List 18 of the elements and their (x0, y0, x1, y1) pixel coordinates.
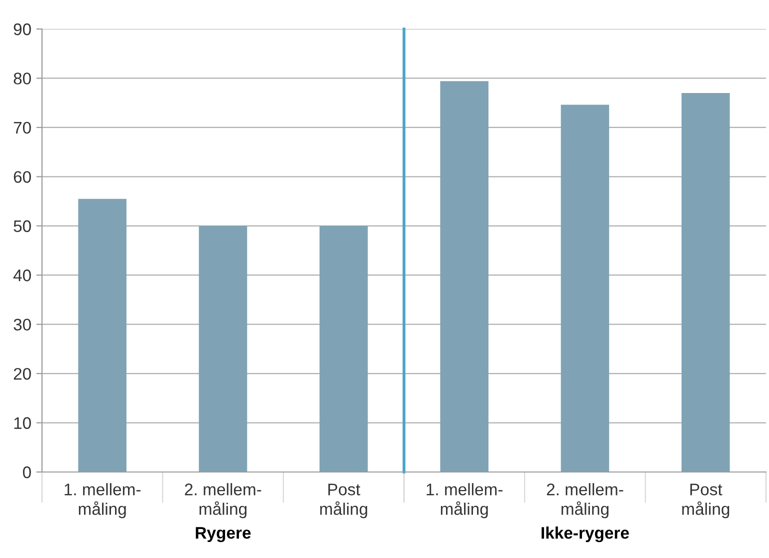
y-tick-label: 70 (14, 122, 31, 134)
x-tick-label: Post måling (682, 484, 730, 518)
x-axis-title: Ikke-rygere (542, 526, 629, 542)
x-tick-label: 1. mellem- måling (64, 483, 140, 518)
y-tick-label: 0 (22, 466, 31, 478)
y-tick-label: 50 (14, 220, 31, 232)
y-tick-label: 80 (14, 72, 31, 84)
x-tick-label: 1. mellem- måling (426, 483, 502, 518)
y-tick-label: 40 (13, 270, 31, 282)
x-axis-title: Rygere (196, 527, 251, 542)
y-tick-label: 30 (14, 318, 31, 331)
x-tick-label: 2. mellem- måling (546, 483, 624, 518)
y-tick-label: 10 (14, 417, 31, 429)
x-tick-label: 2. mellem- måling (184, 483, 262, 518)
y-tick-label: 60 (14, 171, 31, 183)
y-tick-label: 20 (14, 368, 31, 380)
x-tick-label: Post måling (320, 484, 368, 518)
y-tick-label: 90 (14, 23, 31, 36)
